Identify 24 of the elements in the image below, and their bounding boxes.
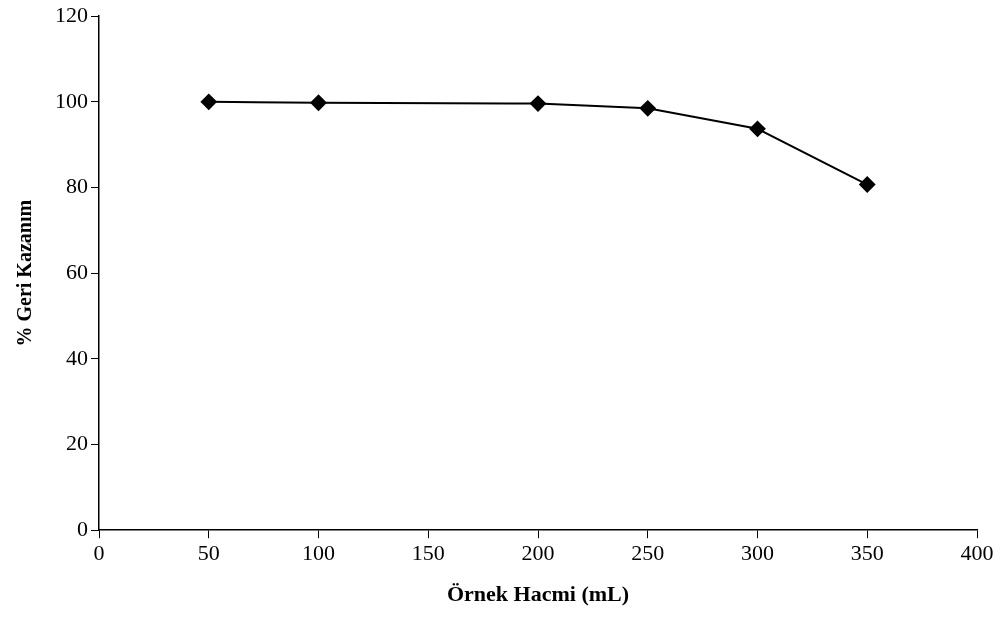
point — [859, 176, 876, 193]
y-tick-label: 0 — [77, 515, 88, 541]
y-tick-label: 80 — [66, 173, 88, 199]
y-tick-label: 100 — [55, 87, 88, 113]
x-tick-label: 350 — [850, 540, 884, 566]
point — [310, 94, 327, 111]
point — [749, 120, 766, 137]
point — [530, 95, 546, 112]
y-axis-title: % Geri Kazanım — [13, 199, 36, 347]
point — [200, 93, 217, 110]
x-tick-label: 400 — [960, 540, 994, 566]
x-tick-label: 100 — [302, 540, 335, 566]
y-tick-label: 20 — [66, 430, 88, 456]
x-axis-title: Örnek Hacmi (mL) — [446, 581, 630, 607]
x-tick-label: 150 — [411, 540, 445, 566]
x-tick-label: 250 — [631, 540, 665, 566]
y-tick-label: 40 — [66, 344, 88, 370]
point — [639, 100, 656, 117]
y-tick-label: 60 — [66, 258, 88, 284]
y-tick-label: 120 — [55, 1, 88, 27]
x-tick-label: 300 — [741, 540, 774, 566]
x-tick-label: 0 — [93, 540, 105, 566]
x-tick-label: 50 — [197, 540, 220, 566]
x-tick-label: 200 — [521, 540, 555, 566]
